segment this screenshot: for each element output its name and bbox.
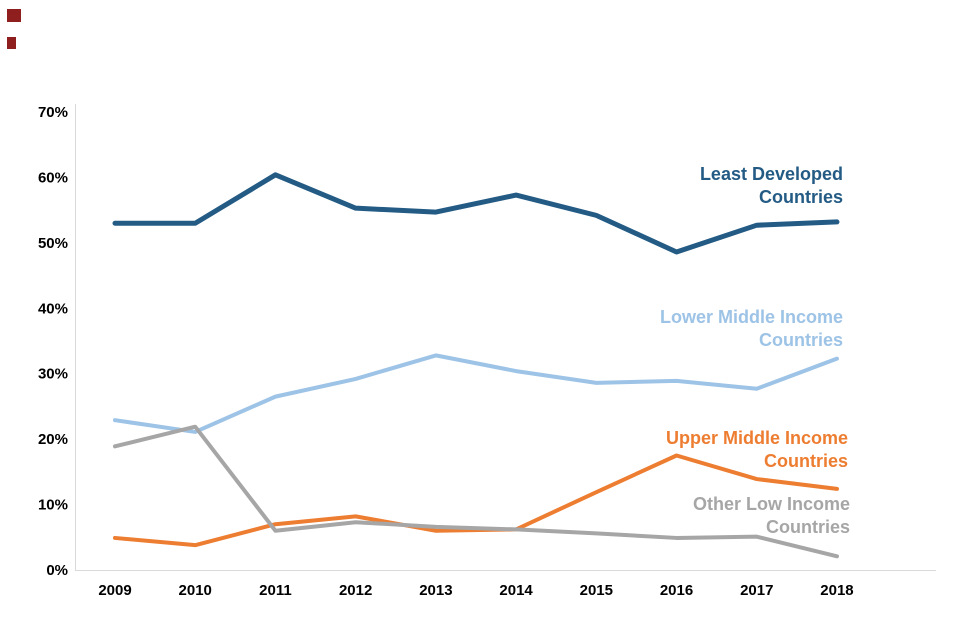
series-label-line: Lower Middle Income <box>659 307 843 327</box>
y-tick-label: 50% <box>38 235 68 252</box>
x-tick-label: 2018 <box>820 582 853 599</box>
x-tick-label: 2009 <box>98 582 131 599</box>
y-tick-label: 20% <box>38 431 68 448</box>
x-tick-label: 2015 <box>580 582 613 599</box>
y-tick-label: 10% <box>38 497 68 514</box>
x-tick-label: 2017 <box>740 582 773 599</box>
y-tick-label: 60% <box>38 169 68 186</box>
y-tick-label: 40% <box>38 300 68 317</box>
x-tick-label: 2014 <box>499 582 533 599</box>
series-label-line: Countries <box>758 330 843 350</box>
y-axis-tick-labels: 0% 10% 20% 30% 40% 50% 60% 70% <box>38 104 68 579</box>
series-label-line: Upper Middle Income <box>665 428 848 448</box>
series-label-least-developed-countries: Least Developed Countries <box>700 163 843 209</box>
x-tick-label: 2016 <box>660 582 693 599</box>
y-tick-label: 30% <box>38 366 68 383</box>
series-label-line: Countries <box>763 451 848 471</box>
series-label-line: Other Low Income <box>692 494 850 514</box>
series-label-line: Least Developed <box>699 164 843 184</box>
series-lines <box>112 172 840 559</box>
x-tick-label: 2010 <box>179 582 212 599</box>
series-line-other-low-income-countries <box>113 424 839 559</box>
series-label-line: Countries <box>765 517 850 537</box>
x-axis-tick-labels: 2009 2010 2011 2012 2013 2014 2015 2016 2017 2018 <box>98 582 853 599</box>
x-tick-label: 2013 <box>419 582 452 599</box>
series-label-lower-middle-income-countries: Lower Middle Income Countries <box>660 306 843 352</box>
x-tick-label: 2011 <box>259 582 292 599</box>
series-line-least-developed-countries <box>112 172 840 255</box>
series-line-lower-middle-income-countries <box>113 353 839 434</box>
red-corner-mark <box>7 9 21 22</box>
red-corner-mark <box>7 37 16 49</box>
x-tick-label: 2012 <box>339 582 372 599</box>
series-label-other-low-income-countries: Other Low Income Countries <box>693 493 850 539</box>
series-label-upper-middle-income-countries: Upper Middle Income Countries <box>666 427 848 473</box>
y-tick-label: 70% <box>38 104 68 121</box>
y-tick-label: 0% <box>46 562 68 579</box>
series-label-line: Countries <box>758 187 843 207</box>
